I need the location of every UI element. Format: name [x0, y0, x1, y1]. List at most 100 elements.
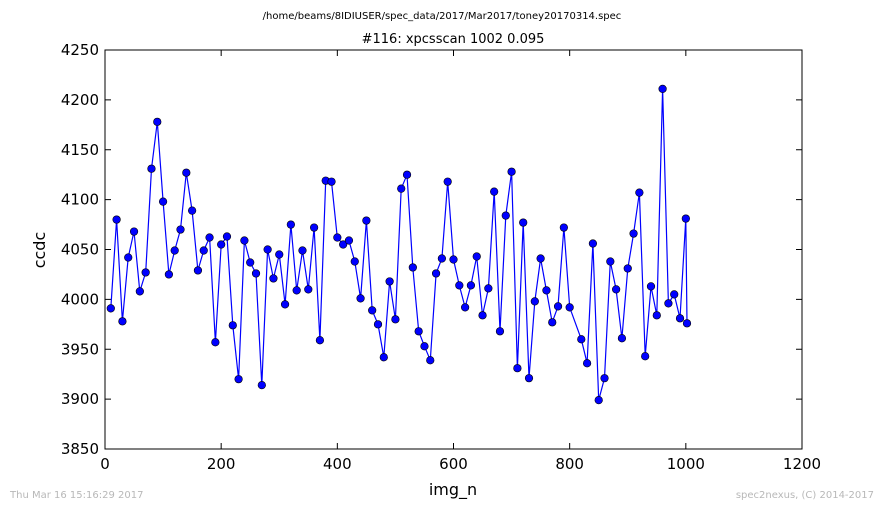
data-point [292, 286, 301, 295]
data-point [286, 220, 295, 229]
data-point [530, 297, 539, 306]
x-tick-label: 0 [100, 455, 110, 473]
data-point [402, 170, 412, 179]
data-point [124, 253, 133, 262]
data-point [682, 319, 692, 328]
data-point [490, 187, 499, 196]
data-point [449, 255, 458, 264]
data-point [176, 225, 185, 234]
data-point [548, 318, 557, 327]
data-point [437, 254, 446, 263]
y-axis-label: ccdc [30, 232, 49, 269]
data-point [675, 314, 685, 323]
data-point [263, 245, 272, 254]
data-point [414, 327, 423, 336]
data-point [112, 215, 121, 224]
figure-suptitle: /home/beams/8IDIUSER/spec_data/2017/Mar2… [263, 11, 622, 22]
y-tick-label: 4000 [61, 290, 99, 308]
data-point [339, 240, 348, 249]
data-point [129, 227, 139, 236]
data-point [501, 211, 510, 220]
data-point [606, 257, 615, 266]
data-point [646, 282, 656, 291]
data-point [623, 264, 632, 273]
x-tick-label: 1200 [783, 455, 821, 473]
data-point [385, 277, 394, 286]
data-point [641, 352, 650, 361]
data-point [443, 177, 452, 186]
data-point [513, 364, 522, 373]
data-point [327, 177, 336, 186]
data-point [600, 374, 609, 383]
data-point [397, 184, 406, 193]
data-point [170, 246, 179, 255]
data-point [484, 284, 493, 293]
data-point [164, 270, 173, 279]
data-point [298, 246, 307, 255]
data-point [234, 375, 243, 384]
x-tick-label: 400 [323, 455, 352, 473]
data-point [333, 233, 342, 242]
data-point [431, 269, 441, 278]
data-point [478, 311, 487, 320]
data-point [310, 223, 319, 232]
data-point [594, 396, 603, 405]
data-point [193, 266, 203, 275]
series-line [110, 88, 688, 401]
data-point [612, 285, 621, 294]
data-point [182, 168, 191, 177]
data-point [275, 250, 284, 259]
data-point [222, 232, 232, 241]
data-point [280, 300, 290, 309]
data-point [542, 286, 551, 295]
footer-timestamp: Thu Mar 16 15:16:29 2017 [9, 490, 143, 501]
data-point [577, 335, 586, 344]
data-point [251, 269, 261, 278]
data-point [211, 338, 220, 347]
data-point [205, 233, 214, 242]
data-point [135, 287, 144, 296]
data-point [188, 206, 197, 215]
data-point [106, 304, 115, 313]
data-point [408, 263, 417, 272]
data-point [257, 381, 266, 390]
data-point [344, 236, 354, 245]
data-point [246, 258, 255, 267]
data-point [199, 246, 208, 255]
chart-title: #116: xpcsscan 1002 0.095 [362, 32, 545, 47]
x-axis: 0 200 400 600 800 1000 1200 [100, 50, 821, 473]
data-point [379, 353, 388, 362]
data-point [670, 290, 679, 299]
x-tick-label: 1000 [667, 455, 705, 473]
data-point [153, 117, 162, 126]
data-point [118, 317, 127, 326]
x-tick-label: 200 [207, 455, 236, 473]
x-tick-label: 600 [439, 455, 468, 473]
y-tick-label: 4150 [61, 141, 99, 159]
data-point [472, 252, 481, 261]
data-point [304, 285, 313, 294]
data-point [269, 274, 278, 283]
data-point [553, 302, 563, 311]
y-tick-label: 3850 [61, 440, 99, 458]
data-point [240, 236, 249, 245]
data-point [147, 164, 156, 173]
data-point [373, 320, 383, 329]
data-point [466, 281, 476, 290]
plot-frame [104, 49, 803, 450]
data-point [565, 303, 574, 312]
data-point [658, 84, 667, 94]
y-tick-label: 4100 [61, 191, 99, 209]
y-tick-label: 3900 [61, 390, 99, 408]
data-point [588, 239, 598, 248]
data-point [652, 311, 661, 320]
data-point [536, 254, 545, 263]
data-point [158, 197, 168, 206]
plot-area [104, 49, 803, 450]
data-point [315, 336, 325, 345]
footer-credit: spec2nexus, (C) 2014-2017 [736, 490, 874, 501]
data-point [559, 223, 568, 232]
data-point [582, 359, 592, 368]
data-point [217, 240, 226, 249]
x-tick-label: 800 [555, 455, 584, 473]
